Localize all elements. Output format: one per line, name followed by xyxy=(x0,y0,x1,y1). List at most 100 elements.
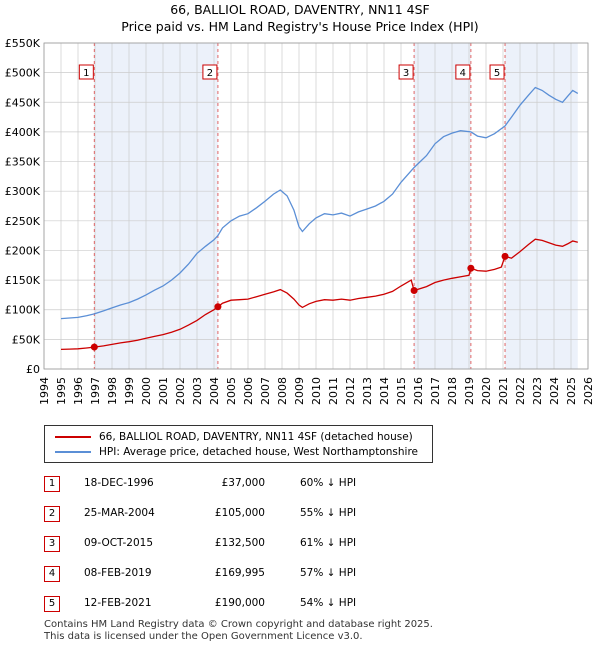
x-tick-label: 2022 xyxy=(514,377,527,405)
sale-row: 2 25-MAR-2004 £105,000 55% ↓ HPI xyxy=(0,506,600,522)
x-tick-label: 2007 xyxy=(259,377,272,405)
sale-label-frame xyxy=(202,64,218,80)
x-tick-label: 1997 xyxy=(89,377,102,405)
x-tick-label: 2003 xyxy=(191,377,204,405)
sale-label-box: 2 xyxy=(202,64,218,80)
x-tick-label: 2011 xyxy=(327,377,340,405)
sale-point xyxy=(501,252,509,260)
y-tick-label: £50K xyxy=(12,333,41,346)
legend-swatch-hpi xyxy=(55,451,91,453)
y-tick-label: £350K xyxy=(5,156,41,169)
x-tick-label: 2009 xyxy=(293,377,306,405)
sale-price: £169,995 xyxy=(214,567,265,579)
y-tick-label: £200K xyxy=(5,244,41,257)
x-tick-label: 2002 xyxy=(174,377,187,405)
sale-label-number: 1 xyxy=(83,68,89,79)
x-tick-label: 2012 xyxy=(344,377,357,405)
sale-point xyxy=(467,264,475,272)
sale-row: 1 18-DEC-1996 £37,000 60% ↓ HPI xyxy=(0,476,600,492)
sale-hpi-diff: 54% ↓ HPI xyxy=(300,597,357,609)
sale-price: £105,000 xyxy=(214,507,265,519)
y-tick-label: £400K xyxy=(5,126,41,139)
x-tick-label: 2017 xyxy=(429,377,442,405)
sale-price: £37,000 xyxy=(221,477,265,489)
sale-hpi-diff: 61% ↓ HPI xyxy=(300,537,357,549)
x-tick-label: 1995 xyxy=(55,377,68,405)
sale-label-frame xyxy=(78,64,94,80)
sale-label-number: 2 xyxy=(207,68,213,79)
sale-row: 3 09-OCT-2015 £132,500 61% ↓ HPI xyxy=(0,536,600,552)
sale-point xyxy=(410,286,418,294)
x-tick-label: 2005 xyxy=(225,377,238,405)
y-tick-label: £250K xyxy=(5,215,41,228)
sale-label-frame xyxy=(455,64,471,80)
x-tick-label: 2001 xyxy=(157,377,170,405)
sale-label-box: 5 xyxy=(489,64,505,80)
footer-attribution: Contains HM Land Registry data © Crown c… xyxy=(44,619,433,643)
sale-label-box: 3 xyxy=(398,64,414,80)
sale-label-box: 4 xyxy=(455,64,471,80)
sale-label-number: 5 xyxy=(494,68,500,79)
ownership-shading xyxy=(414,43,471,369)
x-tick-label: 2018 xyxy=(446,377,459,405)
x-tick-label: 2019 xyxy=(463,377,476,405)
sale-label-box: 1 xyxy=(78,64,94,80)
sale-date: 12-FEB-2021 xyxy=(84,597,152,609)
x-tick-label: 2008 xyxy=(276,377,289,405)
price-chart: £0 £50K £100K £150K £200K £250K £300K £350K £400… xyxy=(5,37,595,405)
x-tick-label: 1994 xyxy=(38,377,51,405)
x-tick-label: 2014 xyxy=(378,377,391,405)
y-tick-label: £300K xyxy=(5,185,41,198)
legend-label-property: 66, BALLIOL ROAD, DAVENTRY, NN11 4SF (de… xyxy=(99,431,413,443)
x-tick-label: 2013 xyxy=(361,377,374,405)
x-tick-label: 2004 xyxy=(208,377,221,405)
hpi-line xyxy=(60,86,579,320)
sale-hpi-diff: 57% ↓ HPI xyxy=(300,567,357,579)
legend-item-property: 66, BALLIOL ROAD, DAVENTRY, NN11 4SF (de… xyxy=(55,430,413,444)
sale-hpi-diff: 55% ↓ HPI xyxy=(300,507,357,519)
y-tick-label: £0 xyxy=(26,363,40,376)
sale-date: 18-DEC-1996 xyxy=(84,477,154,489)
sale-number-badge: 5 xyxy=(44,596,60,612)
chart-title: 66, BALLIOL ROAD, DAVENTRY, NN11 4SF xyxy=(170,2,430,17)
sale-date: 08-FEB-2019 xyxy=(84,567,152,579)
footer-line-2: This data is licensed under the Open Gov… xyxy=(44,631,363,642)
sale-label-number: 4 xyxy=(460,68,466,79)
x-tick-label: 2015 xyxy=(395,377,408,405)
x-tick-label: 1999 xyxy=(123,377,136,405)
x-tick-label: 2000 xyxy=(140,377,153,405)
x-tick-label: 2021 xyxy=(497,377,510,405)
sale-number-badge: 4 xyxy=(44,566,60,582)
sale-label-frame xyxy=(398,64,414,80)
sale-label-number: 3 xyxy=(403,68,409,79)
legend-item-hpi: HPI: Average price, detached house, West… xyxy=(55,445,418,459)
sale-date: 09-OCT-2015 xyxy=(84,537,153,549)
x-tick-label: 2025 xyxy=(565,377,578,405)
ownership-shading xyxy=(94,43,218,369)
sale-price: £132,500 xyxy=(214,537,265,549)
sale-row: 4 08-FEB-2019 £169,995 57% ↓ HPI xyxy=(0,566,600,582)
sale-number-badge: 2 xyxy=(44,506,60,522)
sale-price: £190,000 xyxy=(214,597,265,609)
property-price-line xyxy=(60,238,578,351)
x-tick-label: 1998 xyxy=(106,377,119,405)
plot-border xyxy=(43,42,589,370)
sale-number-badge: 3 xyxy=(44,536,60,552)
sale-hpi-diff: 60% ↓ HPI xyxy=(300,477,357,489)
sale-point xyxy=(214,303,222,311)
footer-line-1: Contains HM Land Registry data © Crown c… xyxy=(44,619,433,630)
y-tick-label: £550K xyxy=(5,37,41,50)
sale-row: 5 12-FEB-2021 £190,000 54% ↓ HPI xyxy=(0,596,600,612)
x-tick-label: 2010 xyxy=(310,377,323,405)
sale-number-badge: 1 xyxy=(44,476,60,492)
sale-date: 25-MAR-2004 xyxy=(84,507,155,519)
x-tick-label: 2016 xyxy=(412,377,425,405)
x-tick-label: 2006 xyxy=(242,377,255,405)
legend-swatch-property xyxy=(55,436,91,438)
ownership-shading xyxy=(505,43,578,369)
x-tick-label: 2020 xyxy=(480,377,493,405)
sale-point xyxy=(90,343,98,351)
x-tick-label: 1996 xyxy=(72,377,85,405)
legend-label-hpi: HPI: Average price, detached house, West… xyxy=(99,446,418,458)
y-tick-label: £100K xyxy=(5,304,41,317)
